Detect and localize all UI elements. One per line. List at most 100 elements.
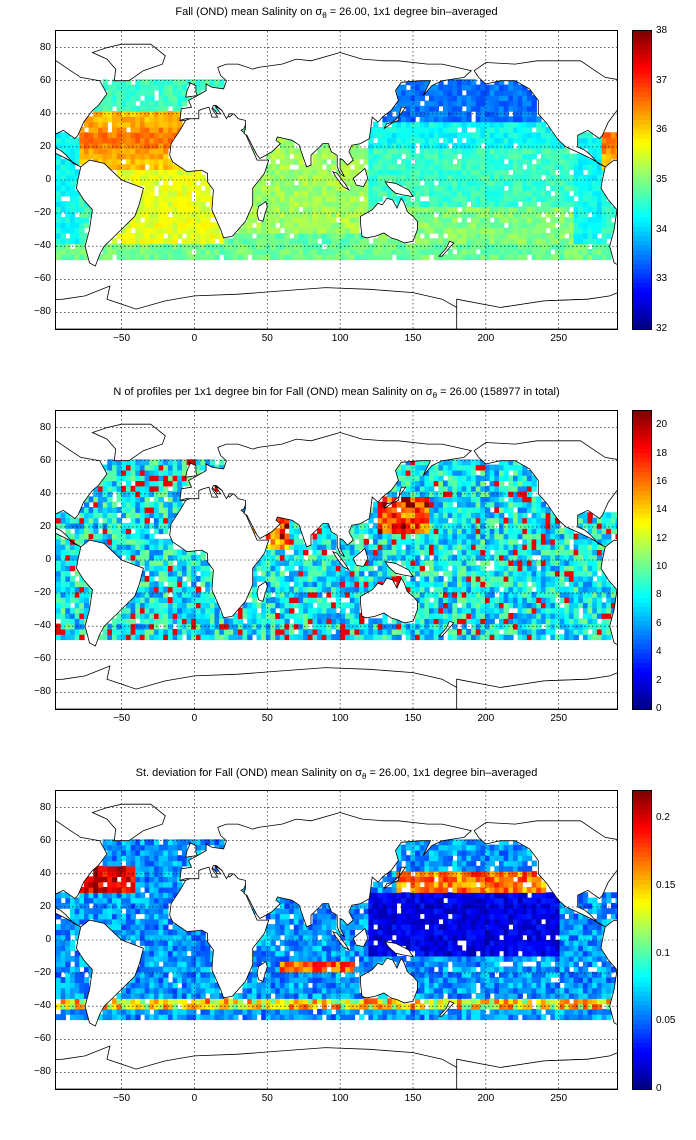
data-cell <box>60 190 66 197</box>
data-cell <box>513 496 519 503</box>
data-cell <box>349 538 356 545</box>
data-cell <box>475 132 481 139</box>
data-cell <box>517 185 523 192</box>
data-cell <box>391 501 397 508</box>
data-cell <box>471 84 477 91</box>
data-cell <box>251 586 258 593</box>
data-cell <box>517 586 523 593</box>
data-cell <box>377 565 383 572</box>
data-cell <box>513 586 519 593</box>
data-cell <box>326 570 332 577</box>
data-cell <box>186 591 192 598</box>
data-cell <box>587 164 593 170</box>
data-cell <box>466 528 472 535</box>
data-cell <box>84 254 90 261</box>
data-cell <box>522 233 528 239</box>
data-cell <box>265 190 272 197</box>
data-cell <box>153 549 160 556</box>
data-cell <box>228 623 234 630</box>
data-cell <box>387 153 393 160</box>
data-cell <box>265 174 272 181</box>
data-cell <box>499 475 505 482</box>
data-cell <box>167 111 174 117</box>
data-cell <box>247 618 253 625</box>
data-cell <box>56 602 62 609</box>
data-cell <box>494 533 500 540</box>
data-cell <box>275 538 281 545</box>
data-cell <box>135 634 141 641</box>
data-cell <box>489 485 495 492</box>
data-cell <box>65 201 71 208</box>
data-cell <box>270 185 276 192</box>
data-cell <box>447 528 453 535</box>
data-cell <box>513 602 519 609</box>
data-cell <box>471 79 477 86</box>
data-cell <box>205 222 211 229</box>
data-cell <box>447 111 453 117</box>
data-cell <box>107 507 113 513</box>
data-cell <box>130 544 136 550</box>
data-cell <box>326 238 332 245</box>
data-cell <box>424 549 430 556</box>
data-cell <box>573 158 579 165</box>
data-cell <box>494 190 500 197</box>
landmass <box>169 105 270 239</box>
data-cell <box>526 137 533 144</box>
data-cell <box>261 560 267 566</box>
data-cell <box>284 522 290 529</box>
data-cell <box>419 158 425 165</box>
data-cell <box>349 254 356 261</box>
data-cell <box>293 634 300 641</box>
data-cell <box>433 121 439 128</box>
data-cell <box>130 512 136 519</box>
data-cell <box>125 243 132 250</box>
data-cell <box>93 485 99 492</box>
data-cell <box>368 206 374 213</box>
data-cell <box>471 164 477 170</box>
data-cell <box>471 517 477 524</box>
data-cell <box>610 222 617 229</box>
data-cell <box>601 254 607 261</box>
data-cell <box>326 538 332 545</box>
data-cell <box>536 248 542 255</box>
data-cell <box>303 628 309 635</box>
data-cell <box>289 528 295 535</box>
data-cell <box>461 528 467 535</box>
data-cell <box>116 618 122 625</box>
data-cell <box>401 195 407 202</box>
data-cell <box>312 180 318 186</box>
data-cell <box>419 222 425 229</box>
data-cell <box>373 623 379 630</box>
data-cell <box>540 227 547 234</box>
data-cell <box>419 254 425 261</box>
data-cell <box>144 554 150 561</box>
data-cell <box>545 238 551 245</box>
data-cell <box>303 581 309 588</box>
data-cell <box>545 254 551 261</box>
data-cell <box>279 575 286 582</box>
data-cell <box>270 634 276 641</box>
data-cell <box>489 628 495 635</box>
data-cell <box>177 560 183 566</box>
data-cell <box>102 507 108 513</box>
data-cell <box>237 233 244 239</box>
data-cell <box>606 254 612 261</box>
data-cell <box>471 570 477 577</box>
data-cell <box>592 142 598 149</box>
data-cell <box>177 233 183 239</box>
data-cell <box>349 634 356 641</box>
data-cell <box>270 169 276 176</box>
data-cell <box>526 121 533 128</box>
data-cell <box>298 607 304 614</box>
data-cell <box>433 169 439 176</box>
data-cell <box>457 95 463 102</box>
data-cell <box>167 190 174 197</box>
data-cell <box>457 475 463 482</box>
data-cell <box>419 148 425 155</box>
data-cell <box>279 544 286 550</box>
data-cell <box>144 137 150 144</box>
data-cell <box>284 169 290 176</box>
data-cell <box>363 538 369 545</box>
data-cell <box>135 222 141 229</box>
data-cell <box>405 581 411 588</box>
